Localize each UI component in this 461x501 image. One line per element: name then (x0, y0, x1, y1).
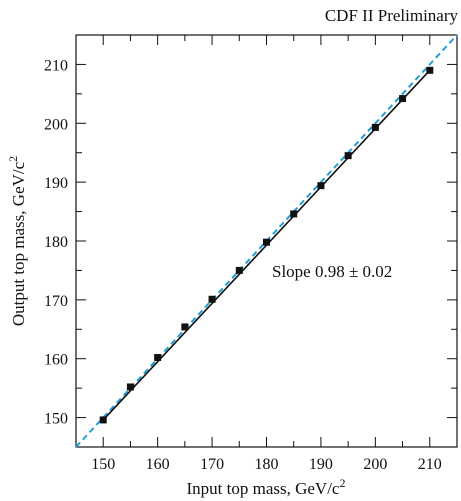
x-tick-label: 180 (255, 456, 279, 473)
data-point (399, 95, 407, 103)
y-tick-label: 150 (44, 411, 68, 428)
y-tick-label: 180 (44, 234, 68, 251)
x-axis-label-text: Input top mass, GeV/c (187, 479, 340, 498)
y-axis-label-superscript: 2 (6, 156, 20, 162)
y-tick-label: 170 (44, 293, 68, 310)
slope-annotation: Slope 0.98 ± 0.02 (272, 262, 392, 281)
x-tick-labels: 150 160 170 180 190 200 210 (91, 456, 442, 473)
x-tick-label: 190 (309, 456, 333, 473)
y-tick-label: 210 (44, 57, 68, 74)
data-points (99, 66, 434, 424)
y-tick-label: 200 (44, 116, 68, 133)
x-tick-label: 210 (418, 456, 442, 473)
data-point (317, 182, 325, 190)
y-tick-label: 160 (44, 352, 68, 369)
x-tick-label: 170 (200, 456, 224, 473)
data-point (344, 152, 352, 160)
y-tick-labels: 150 160 170 180 190 200 210 (44, 57, 68, 427)
x-tick-label: 200 (363, 456, 387, 473)
data-point (181, 323, 189, 331)
data-point (235, 266, 243, 274)
x-tick-label: 160 (146, 456, 170, 473)
data-point (290, 210, 298, 218)
data-point (154, 354, 162, 362)
data-point (99, 416, 107, 424)
data-point (426, 66, 434, 74)
x-axis-label-superscript: 2 (339, 476, 345, 490)
x-axis-label: Input top mass, GeV/c2 (187, 476, 346, 498)
x-tick-label: 150 (91, 456, 115, 473)
data-point (208, 295, 216, 303)
axis-ticks (75, 34, 458, 448)
y-axis-label: Output top mass, GeV/c2 (6, 156, 28, 326)
y-tick-label: 190 (44, 175, 68, 192)
y-axis-label-text: Output top mass, GeV/c (9, 161, 28, 326)
data-point (126, 383, 134, 391)
chart-title: CDF II Preliminary (325, 6, 459, 25)
data-point (371, 123, 379, 131)
data-point (263, 238, 270, 246)
